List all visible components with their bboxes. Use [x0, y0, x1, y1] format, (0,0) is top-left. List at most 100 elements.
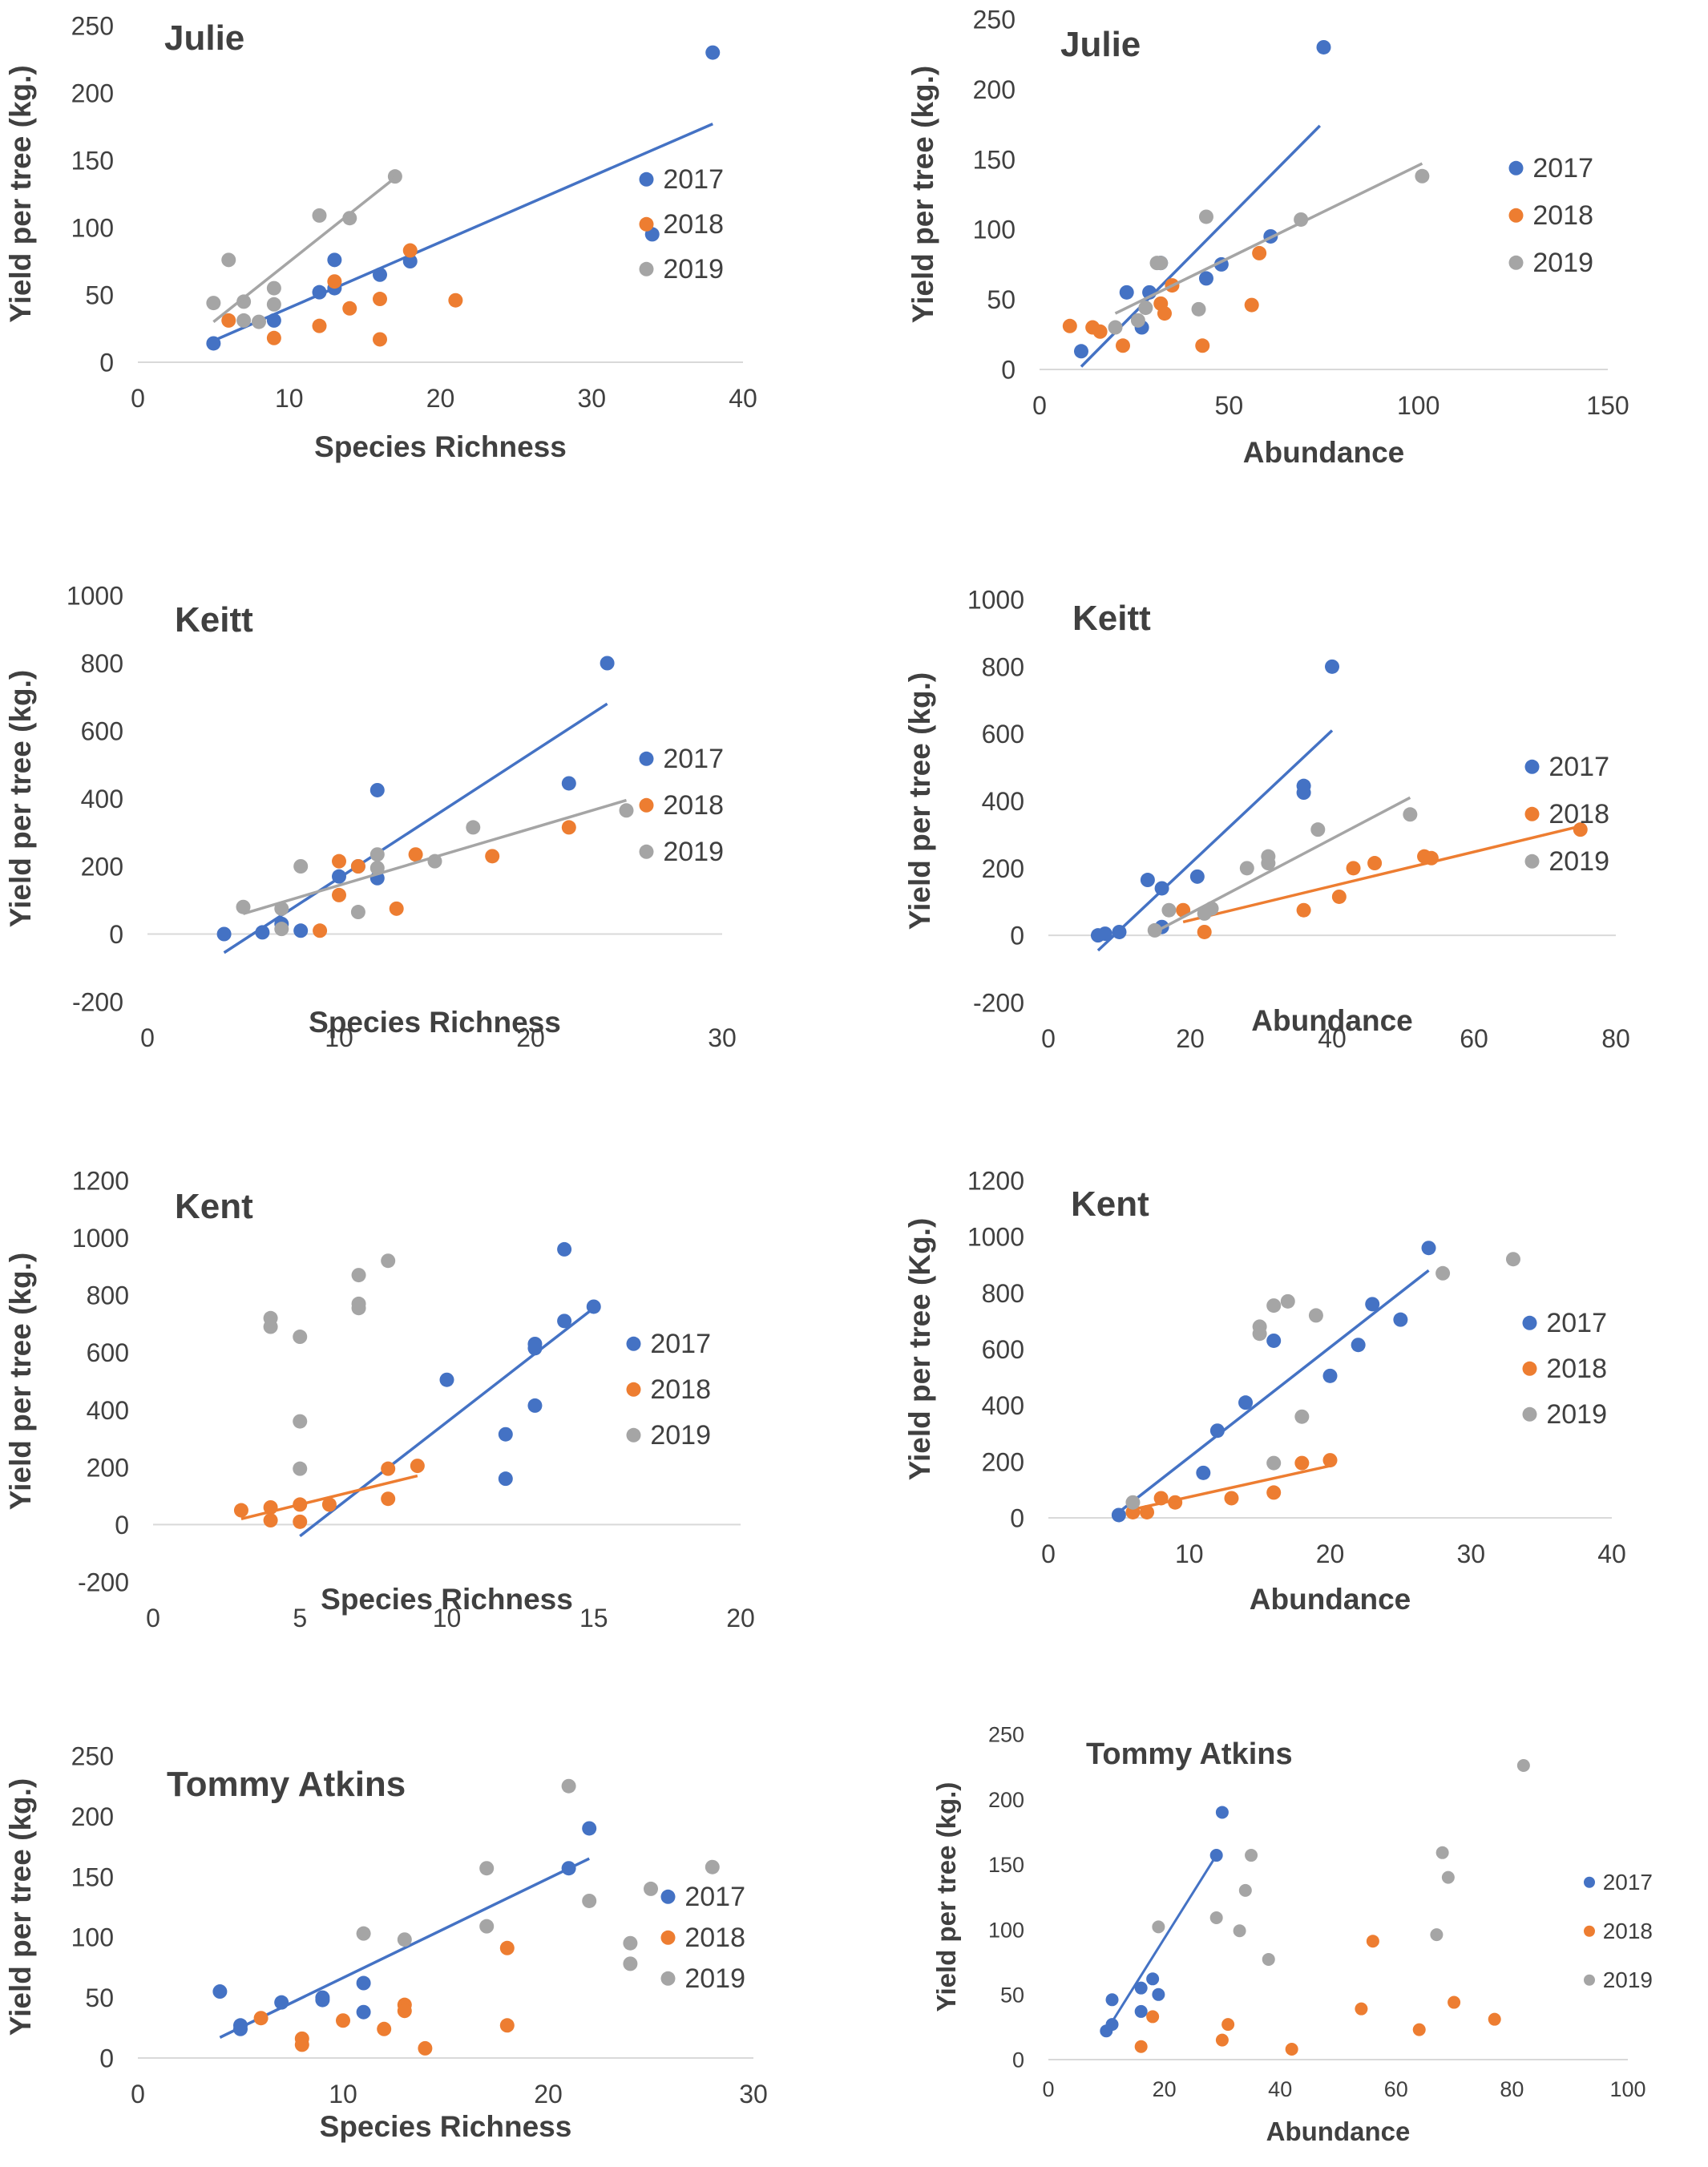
data-point: [216, 926, 232, 942]
data-point: [1153, 256, 1169, 271]
data-point: [1415, 168, 1430, 184]
data-point: [342, 211, 357, 226]
y-tick-label: 250: [71, 12, 114, 41]
data-point: [293, 859, 309, 874]
data-point: [1215, 1806, 1229, 1819]
legend: 2017 2018 2019: [1522, 1308, 1607, 1430]
legend-marker: [1522, 1406, 1537, 1422]
data-point: [1322, 1453, 1338, 1468]
data-point: [1261, 849, 1276, 864]
x-tick-label: 20: [1153, 2077, 1177, 2101]
data-point: [327, 274, 342, 289]
data-point: [369, 782, 385, 797]
data-point: [479, 1919, 495, 1934]
data-point: [1097, 926, 1112, 942]
x-tick-label: 50: [1215, 391, 1244, 420]
data-point: [1435, 1846, 1449, 1859]
series-2019: [1147, 796, 1418, 938]
data-point: [561, 1778, 576, 1794]
x-axis-title: Species Richness: [309, 1006, 561, 1039]
data-point: [1244, 297, 1259, 313]
trend-line: [243, 798, 627, 915]
y-tick-label: 50: [85, 1983, 114, 2012]
x-axis-title: Abundance: [1266, 2117, 1411, 2146]
data-point: [1294, 1409, 1310, 1424]
y-tick-label: 0: [109, 920, 123, 949]
legend-label: 2018: [663, 209, 724, 240]
data-point: [1308, 1308, 1323, 1323]
data-point: [313, 923, 328, 938]
legend-marker: [639, 261, 654, 276]
data-point: [499, 1940, 515, 1955]
data-point: [236, 899, 251, 914]
data-point: [263, 1513, 278, 1528]
data-point: [397, 1932, 412, 1947]
y-tick-label: 200: [982, 854, 1024, 883]
y-axis-title: Yield per tree (kg.): [931, 1782, 961, 2012]
data-point: [1130, 313, 1145, 328]
data-point: [1140, 1504, 1155, 1519]
trend-line: [1133, 1464, 1330, 1511]
legend: 2017 2018 2019: [1524, 752, 1609, 877]
data-point: [1252, 245, 1267, 260]
data-point: [294, 2037, 309, 2052]
data-point: [356, 1926, 371, 1941]
data-point: [1505, 1252, 1520, 1267]
data-point: [253, 2011, 269, 2026]
y-tick-label: 0: [99, 2044, 114, 2073]
legend-label: 2017: [663, 164, 724, 195]
data-point: [1092, 324, 1108, 339]
data-point: [1146, 2010, 1160, 2024]
legend: 2017 2018 2019: [639, 164, 724, 284]
y-tick-label: 400: [982, 1391, 1024, 1420]
trend-line: [212, 123, 713, 342]
data-point: [499, 2018, 515, 2033]
legend-label: 2017: [1549, 752, 1609, 782]
data-point: [266, 280, 281, 296]
data-point: [312, 208, 327, 223]
legend-label: 2019: [650, 1420, 711, 1451]
data-point: [1125, 1495, 1141, 1510]
chart-title: Julie: [1060, 25, 1141, 64]
data-point: [561, 820, 576, 835]
data-point: [527, 1398, 543, 1413]
x-tick-label: 40: [1268, 2077, 1292, 2101]
data-point: [1393, 1312, 1408, 1327]
legend-label: 2019: [1603, 1967, 1653, 1992]
data-point: [221, 252, 236, 268]
y-axis-title: Yield per tree (kg.): [4, 1253, 37, 1510]
x-tick-label: 0: [146, 1604, 160, 1632]
data-point: [418, 2040, 433, 2056]
data-point: [1296, 902, 1311, 918]
data-point: [266, 297, 281, 312]
legend-label: 2017: [1603, 1870, 1653, 1895]
y-tick-label: 100: [71, 1923, 114, 1952]
data-point: [1233, 1924, 1246, 1938]
data-point: [1441, 1870, 1455, 1884]
data-point: [351, 1268, 366, 1283]
data-point: [1224, 1491, 1239, 1506]
data-point: [1266, 1485, 1282, 1500]
y-tick-label: 0: [1010, 922, 1024, 950]
legend-label: 2018: [650, 1374, 711, 1405]
series-2019: [1125, 1252, 1520, 1510]
series-2017: [1090, 659, 1339, 952]
legend-marker: [1524, 806, 1540, 821]
legend-label: 2018: [1532, 200, 1593, 231]
legend: 2017 2018 2019: [1508, 153, 1593, 278]
data-point: [1209, 1423, 1225, 1439]
legend-marker: [1508, 160, 1524, 176]
legend-marker: [1524, 853, 1540, 869]
data-point: [485, 849, 500, 864]
series-2018: [253, 1940, 515, 2056]
data-point: [705, 45, 721, 60]
legend-marker: [1584, 1974, 1595, 1986]
y-tick-label: 0: [1012, 2048, 1024, 2072]
series-2018: [313, 820, 576, 938]
series-2018: [233, 1459, 425, 1529]
y-tick-label: 200: [81, 853, 123, 882]
data-point: [274, 922, 289, 937]
data-point: [1322, 1368, 1338, 1383]
chart-title: Julie: [164, 18, 244, 58]
data-point: [1196, 1465, 1211, 1480]
